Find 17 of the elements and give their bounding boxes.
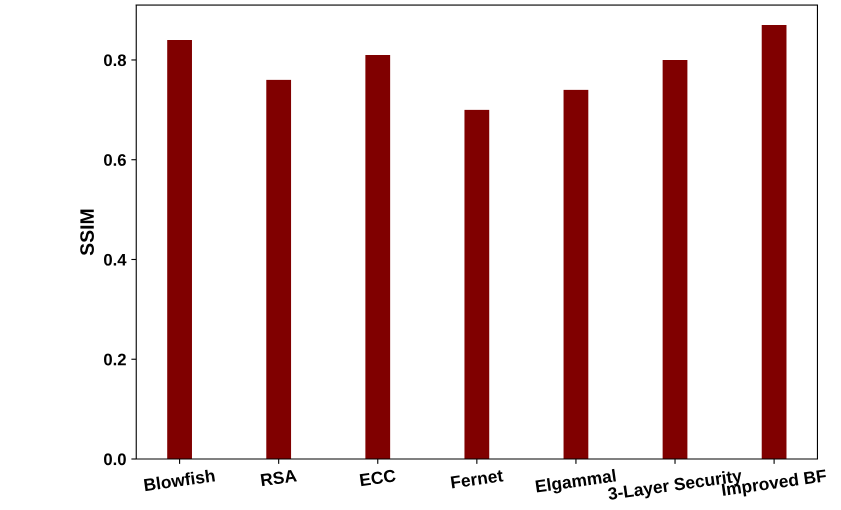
bar [564,90,588,459]
bar [662,60,688,459]
x-tick-label: Blowfish [144,468,215,492]
bar [167,40,192,459]
bar [365,54,390,459]
y-tick-label: 0.8 [104,54,126,66]
y-tick-label: 0.4 [104,254,126,266]
bar [762,25,786,459]
y-tick-label: 0.6 [104,154,126,166]
x-tick-label: RSA [260,469,298,486]
bar [464,110,490,459]
x-tick-label: Fernet [450,469,504,489]
y-tick-label: 0.2 [104,354,126,366]
bar [266,80,292,459]
x-tick-label: ECC [360,469,396,486]
y-tick-label: 0.0 [104,453,126,466]
y-axis-title: SSIM [80,210,94,256]
